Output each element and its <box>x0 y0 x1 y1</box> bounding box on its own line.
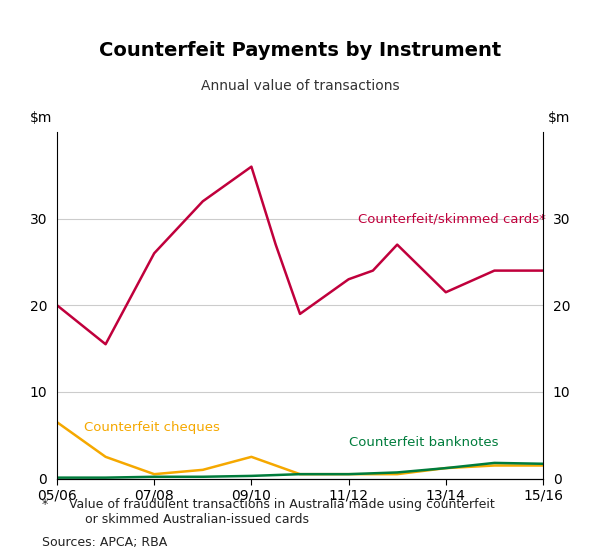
Text: Annual value of transactions: Annual value of transactions <box>200 80 400 94</box>
Text: Counterfeit/skimmed cards*: Counterfeit/skimmed cards* <box>358 213 546 226</box>
Text: Value of fraudulent transactions in Australia made using counterfeit
    or skim: Value of fraudulent transactions in Aust… <box>69 498 495 526</box>
Text: Counterfeit Payments by Instrument: Counterfeit Payments by Instrument <box>99 41 501 60</box>
Text: Counterfeit banknotes: Counterfeit banknotes <box>349 436 498 449</box>
Text: Sources: APCA; RBA: Sources: APCA; RBA <box>42 536 167 549</box>
Text: Counterfeit cheques: Counterfeit cheques <box>84 421 220 434</box>
Text: $m: $m <box>30 111 52 125</box>
Text: *: * <box>42 498 48 511</box>
Text: $m: $m <box>548 111 570 125</box>
